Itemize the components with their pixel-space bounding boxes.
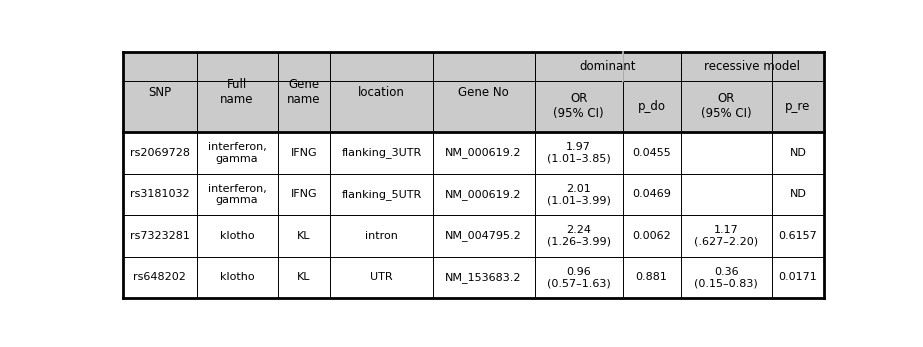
Text: Gene
name: Gene name: [287, 78, 320, 106]
Text: rs2069728: rs2069728: [129, 148, 189, 158]
Text: location: location: [358, 86, 405, 99]
Text: NM_004795.2: NM_004795.2: [445, 230, 522, 242]
Text: rs7323281: rs7323281: [129, 231, 189, 241]
Text: flanking_3UTR: flanking_3UTR: [342, 147, 422, 159]
Text: klotho: klotho: [220, 272, 255, 282]
Text: 0.36
(0.15–0.83): 0.36 (0.15–0.83): [694, 266, 758, 288]
Text: SNP: SNP: [148, 86, 171, 99]
Text: rs648202: rs648202: [133, 272, 186, 282]
Text: KL: KL: [297, 231, 311, 241]
Text: p_re: p_re: [785, 100, 810, 113]
Text: IFNG: IFNG: [291, 189, 318, 200]
Text: recessive model: recessive model: [704, 60, 800, 73]
Text: 0.96
(0.57–1.63): 0.96 (0.57–1.63): [546, 266, 611, 288]
Text: NM_000619.2: NM_000619.2: [446, 147, 521, 159]
Text: interferon,
gamma: interferon, gamma: [208, 184, 267, 205]
Text: interferon,
gamma: interferon, gamma: [208, 142, 267, 164]
Text: 1.97
(1.01–3.85): 1.97 (1.01–3.85): [546, 142, 611, 164]
Text: Full
name: Full name: [221, 78, 254, 106]
Text: 0.881: 0.881: [636, 272, 667, 282]
Text: ND: ND: [789, 148, 807, 158]
Text: ND: ND: [789, 189, 807, 200]
Text: 0.0062: 0.0062: [632, 231, 671, 241]
Text: 0.0455: 0.0455: [632, 148, 671, 158]
Text: intron: intron: [365, 231, 398, 241]
Text: 1.17
(.627–2.20): 1.17 (.627–2.20): [694, 225, 759, 247]
Text: rs3181032: rs3181032: [130, 189, 189, 200]
Text: 0.0469: 0.0469: [632, 189, 671, 200]
Text: KL: KL: [297, 272, 311, 282]
Text: p_do: p_do: [638, 100, 665, 113]
Text: flanking_5UTR: flanking_5UTR: [342, 189, 422, 200]
Text: 0.0171: 0.0171: [778, 272, 817, 282]
Text: klotho: klotho: [220, 231, 255, 241]
Text: IFNG: IFNG: [291, 148, 318, 158]
Text: 0.6157: 0.6157: [778, 231, 817, 241]
Bar: [123, 132, 823, 298]
Text: NM_000619.2: NM_000619.2: [446, 189, 521, 200]
Text: dominant: dominant: [580, 60, 636, 73]
Text: 2.01
(1.01–3.99): 2.01 (1.01–3.99): [546, 184, 611, 205]
Bar: [123, 52, 823, 132]
Text: NM_153683.2: NM_153683.2: [446, 272, 521, 283]
Text: 2.24
(1.26–3.99): 2.24 (1.26–3.99): [546, 225, 611, 247]
Text: OR
(95% CI): OR (95% CI): [701, 92, 751, 120]
Text: OR
(95% CI): OR (95% CI): [554, 92, 604, 120]
Text: Gene No: Gene No: [458, 86, 509, 99]
Text: UTR: UTR: [370, 272, 393, 282]
